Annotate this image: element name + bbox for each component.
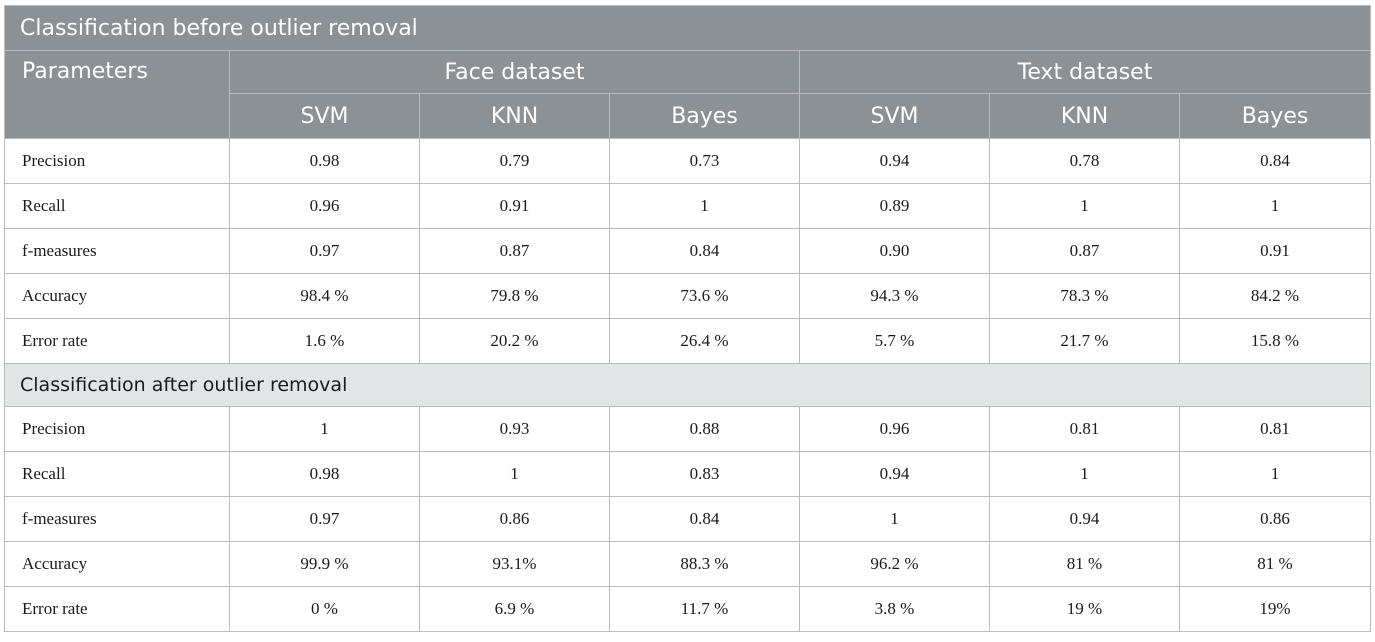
table-cell: 0.87 (419, 228, 610, 274)
table-cell: 0.96 (799, 406, 990, 452)
table-cell: 0.73 (609, 138, 800, 184)
table-cell: 3.8 % (799, 586, 990, 632)
table-cell: 0.90 (799, 228, 990, 274)
table-row: Error rate 1.6 % 20.2 % 26.4 % 5.7 % 21.… (4, 318, 1372, 364)
table-cell: 19 % (989, 586, 1180, 632)
section-title-after: Classification after outlier removal (3, 363, 1372, 407)
row-label: Accuracy (4, 273, 230, 319)
table-cell: 1 (989, 183, 1180, 229)
table-cell: 1 (1178, 451, 1372, 497)
table-cell: 15.8 % (1178, 318, 1372, 364)
table-cell: 1 (609, 183, 800, 229)
table-cell: 1 (1178, 183, 1372, 229)
table-cell: 21.7 % (989, 318, 1180, 364)
table-cell: 94.3 % (799, 273, 990, 319)
table-cell: 0.97 (229, 496, 420, 542)
table-cell: 0.89 (799, 183, 990, 229)
table-cell: 1 (229, 406, 420, 452)
table-cell: 0.97 (229, 228, 420, 274)
table-cell: 11.7 % (609, 586, 800, 632)
row-label: f-measures (4, 496, 230, 542)
table-row: Precision 0.98 0.79 0.73 0.94 0.78 0.84 (4, 138, 1372, 184)
table-row: Recall 0.98 1 0.83 0.94 1 1 (4, 451, 1372, 497)
column-header-text-svm: SVM (799, 93, 990, 139)
table-row: Accuracy 99.9 % 93.1% 88.3 % 96.2 % 81 %… (4, 541, 1372, 587)
table-cell: 81 % (1178, 541, 1372, 587)
row-label: Recall (4, 451, 230, 497)
table-cell: 0.84 (609, 228, 800, 274)
table-cell: 0.83 (609, 451, 800, 497)
table-cell: 0.78 (989, 138, 1180, 184)
table-cell: 1.6 % (229, 318, 420, 364)
table-cell: 6.9 % (419, 586, 610, 632)
table-cell: 81 % (989, 541, 1180, 587)
row-label: Accuracy (4, 541, 230, 587)
table-row: f-measures 0.97 0.86 0.84 1 0.94 0.86 (4, 496, 1372, 542)
table-cell: 99.9 % (229, 541, 420, 587)
table-row: Accuracy 98.4 % 79.8 % 73.6 % 94.3 % 78.… (4, 273, 1372, 319)
table-cell: 0.93 (419, 406, 610, 452)
row-label: Error rate (4, 586, 230, 632)
column-header-face-knn: KNN (419, 93, 610, 139)
table-row: Error rate 0 % 6.9 % 11.7 % 3.8 % 19 % 1… (4, 586, 1372, 632)
table-cell: 1 (989, 451, 1180, 497)
table-title-before: Classification before outlier removal (3, 5, 1372, 51)
table-cell: 0.87 (989, 228, 1180, 274)
table-cell: 0.86 (1178, 496, 1372, 542)
table-cell: 0.88 (609, 406, 800, 452)
table-cell: 20.2 % (419, 318, 610, 364)
table-cell: 0.86 (419, 496, 610, 542)
table-cell: 0.94 (799, 451, 990, 497)
table-cell: 96.2 % (799, 541, 990, 587)
table-cell: 0.84 (1178, 138, 1372, 184)
table-cell: 1 (799, 496, 990, 542)
column-header-text-bayes: Bayes (1178, 93, 1372, 139)
table-row: f-measures 0.97 0.87 0.84 0.90 0.87 0.91 (4, 228, 1372, 274)
table-cell: 0.98 (229, 451, 420, 497)
group-header-face: Face dataset (229, 50, 800, 94)
table-cell: 0 % (229, 586, 420, 632)
table-cell: 0.79 (419, 138, 610, 184)
table-cell: 84.2 % (1178, 273, 1372, 319)
table-cell: 0.96 (229, 183, 420, 229)
table-cell: 5.7 % (799, 318, 990, 364)
results-table: Classification before outlier removal Pa… (3, 5, 1372, 632)
table-cell: 0.94 (989, 496, 1180, 542)
table-cell: 98.4 % (229, 273, 420, 319)
column-header-text-knn: KNN (989, 93, 1180, 139)
table-cell: 93.1% (419, 541, 610, 587)
parameters-header: Parameters (4, 50, 230, 139)
table-cell: 88.3 % (609, 541, 800, 587)
table-cell: 1 (419, 451, 610, 497)
row-label: Precision (4, 406, 230, 452)
table-cell: 73.6 % (609, 273, 800, 319)
table-cell: 0.98 (229, 138, 420, 184)
table-cell: 0.94 (799, 138, 990, 184)
table-row: Recall 0.96 0.91 1 0.89 1 1 (4, 183, 1372, 229)
column-header-face-bayes: Bayes (609, 93, 800, 139)
table-cell: 0.91 (419, 183, 610, 229)
table-cell: 0.81 (989, 406, 1180, 452)
row-label: Error rate (4, 318, 230, 364)
table-cell: 0.84 (609, 496, 800, 542)
table-cell: 78.3 % (989, 273, 1180, 319)
group-header-text: Text dataset (798, 50, 1372, 94)
row-label: Recall (4, 183, 230, 229)
table-cell: 19% (1178, 586, 1372, 632)
row-label: f-measures (4, 228, 230, 274)
table-cell: 0.81 (1178, 406, 1372, 452)
table-cell: 0.91 (1178, 228, 1372, 274)
table-row: Precision 1 0.93 0.88 0.96 0.81 0.81 (4, 406, 1372, 452)
column-header-face-svm: SVM (229, 93, 420, 139)
table-cell: 79.8 % (419, 273, 610, 319)
table-cell: 26.4 % (609, 318, 800, 364)
row-label: Precision (4, 138, 230, 184)
